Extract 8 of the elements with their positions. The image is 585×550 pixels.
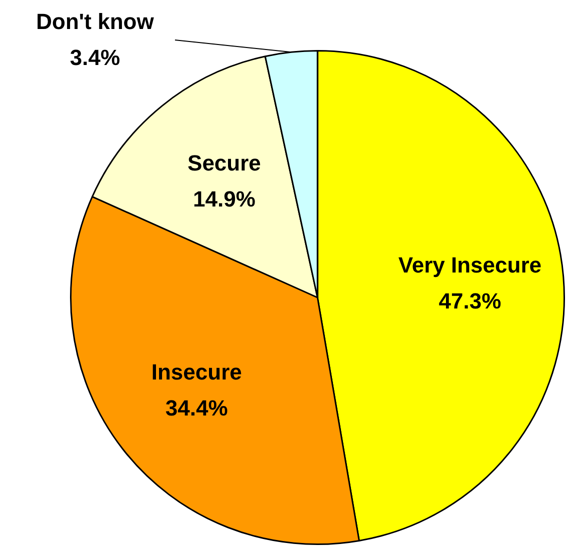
data-label: 3.4% — [70, 45, 120, 70]
data-label: 47.3% — [438, 288, 502, 314]
data-label: 14.9% — [193, 186, 256, 212]
slice-label: Very Insecure — [398, 252, 542, 278]
slice-label: Insecure — [151, 359, 242, 384]
slice-label: Don't know — [36, 9, 155, 34]
data-label: 34.4% — [165, 395, 228, 420]
slice-label: Secure — [188, 150, 261, 176]
